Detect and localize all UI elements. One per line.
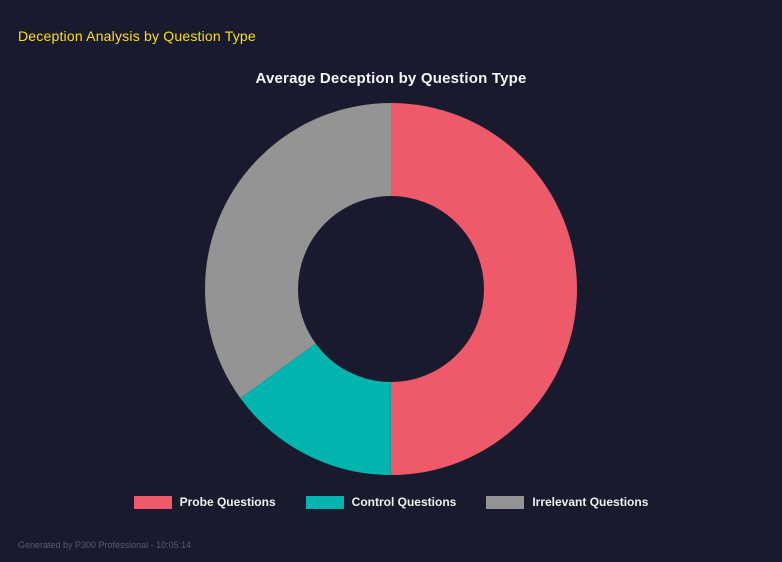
legend-swatch [486,495,525,509]
footer-text: Generated by P300 Professional - 10:05:1… [18,540,192,550]
legend-label: Irrelevant Questions [532,495,649,509]
legend-swatch [305,495,344,509]
legend-swatch [133,495,172,509]
donut-chart [205,103,577,475]
legend-item[interactable]: Irrelevant Questions [486,495,648,509]
legend-item[interactable]: Control Questions [305,495,457,509]
legend: Probe Questions Control Questions Irreleva… [133,495,648,509]
chart-container: Average Deception by Question Type Probe… [0,70,782,509]
donut-segment-2[interactable] [205,103,577,475]
chart-title: Average Deception by Question Type [255,70,527,87]
page-title: Deception Analysis by Question Type [18,28,256,44]
legend-label: Probe Questions [179,495,276,509]
legend-label: Control Questions [351,495,457,509]
legend-item[interactable]: Probe Questions [133,495,276,509]
donut-chart-wrap [201,99,581,479]
